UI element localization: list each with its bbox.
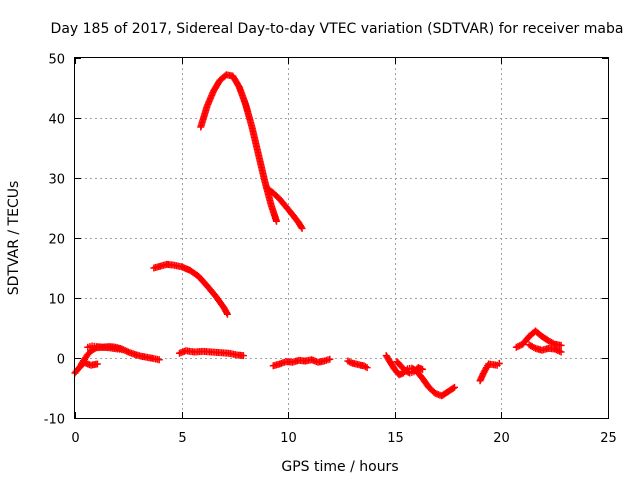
data-points	[71, 71, 565, 400]
x-axis-label: GPS time / hours	[281, 459, 398, 475]
data-point	[449, 384, 457, 392]
data-point	[419, 365, 427, 373]
x-tick-label: 10	[280, 431, 297, 446]
data-point	[93, 360, 101, 368]
data-point	[239, 352, 247, 360]
y-tick-label: -10	[44, 413, 65, 428]
y-tick-label: 10	[48, 293, 65, 308]
data-point	[155, 356, 163, 364]
data-point	[363, 364, 371, 372]
y-tick-label: 0	[57, 353, 65, 368]
data-point	[223, 309, 231, 317]
data-point	[495, 359, 503, 367]
x-tick-label: 5	[178, 431, 186, 446]
y-tick-label: 50	[48, 53, 65, 68]
y-tick-label: 30	[48, 173, 65, 188]
y-tick-label: 20	[48, 233, 65, 248]
x-tick-label: 25	[600, 431, 617, 446]
y-tick-label: 40	[48, 113, 65, 128]
x-tick-label: 0	[71, 431, 79, 446]
y-axis-label: SDTVAR / TECUs	[6, 181, 22, 296]
x-tick-label: 15	[387, 431, 404, 446]
data-point	[557, 348, 565, 356]
plot-frame	[74, 57, 609, 419]
data-point	[223, 310, 231, 318]
data-point	[272, 217, 280, 225]
data-point	[326, 355, 334, 363]
data-point	[557, 341, 565, 349]
data-point	[297, 223, 305, 231]
x-tick-label: 20	[493, 431, 510, 446]
data-point	[298, 224, 306, 232]
data-point	[450, 383, 458, 391]
grid-lines	[75, 58, 608, 418]
chart-title: Day 185 of 2017, Sidereal Day-to-day VTE…	[51, 21, 624, 37]
